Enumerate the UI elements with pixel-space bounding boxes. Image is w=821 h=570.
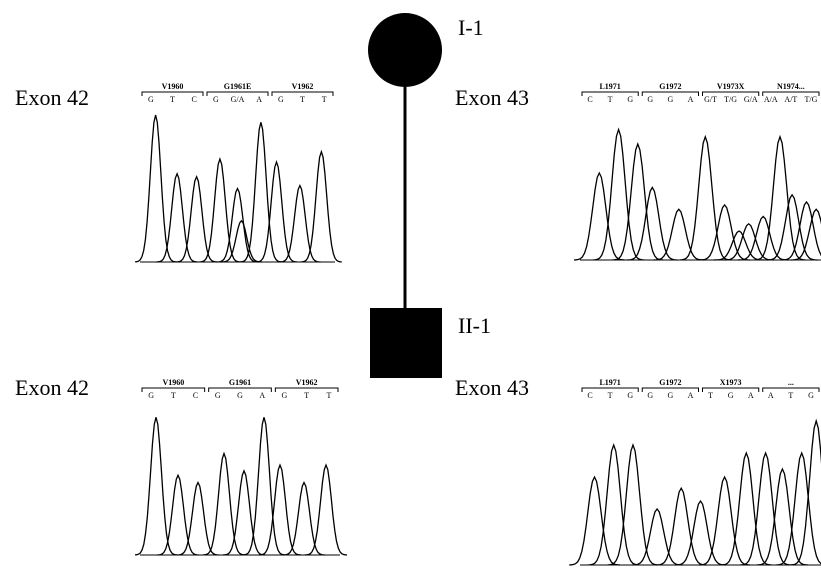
individual-label: II-1 (458, 313, 491, 338)
base-label: G (808, 391, 814, 400)
base-label: G (215, 391, 221, 400)
base-label: G (647, 391, 653, 400)
trace-peak (135, 417, 177, 555)
base-label: A (256, 95, 262, 104)
base-label: G (148, 391, 154, 400)
codon-label: ... (788, 378, 794, 387)
codon-label: L1971 (599, 82, 620, 91)
base-label: G (278, 95, 284, 104)
base-label: T (170, 95, 175, 104)
base-label: G (728, 391, 734, 400)
base-label: T (608, 391, 613, 400)
codon-label: G1972 (659, 82, 681, 91)
trace-peak (221, 221, 262, 262)
trace-peak (757, 469, 808, 565)
trace-peak (176, 177, 217, 262)
individual-label: I-1 (458, 15, 484, 40)
base-label: T (788, 391, 793, 400)
trace-peak (608, 445, 659, 565)
codon-label: G1961 (229, 378, 251, 387)
base-label: G (148, 95, 154, 104)
base-label: G (237, 391, 243, 400)
base-label: A (768, 391, 774, 400)
base-label: T (708, 391, 713, 400)
codon-label: G1972 (659, 378, 681, 387)
trace-peak (279, 186, 320, 262)
trace-peak (588, 445, 639, 565)
pedigree-female (368, 13, 442, 87)
exon-label: Exon 42 (15, 375, 89, 400)
exon-label: Exon 43 (455, 85, 529, 110)
exon-label: Exon 42 (15, 85, 89, 110)
base-label: G (627, 95, 633, 104)
base-label: C (191, 95, 196, 104)
trace-peak (656, 488, 707, 565)
base-label: A (688, 391, 694, 400)
base-label: G (213, 95, 219, 104)
base-label: T (300, 95, 305, 104)
base-label: A (259, 391, 265, 400)
base-label: A/T (784, 95, 797, 104)
base-label: G (667, 95, 673, 104)
trace-peak (738, 217, 789, 261)
base-label: A/A (764, 95, 778, 104)
trace-peak (223, 471, 265, 555)
codon-label: L1971 (599, 378, 620, 387)
base-label: G/A (231, 95, 245, 104)
base-label: C (193, 391, 198, 400)
pedigree-male (370, 308, 442, 378)
trace-peak (721, 453, 772, 565)
base-label: T (608, 95, 613, 104)
exon-label: Exon 43 (455, 375, 529, 400)
trace-peak (243, 417, 285, 555)
trace-peak (569, 477, 620, 565)
codon-label: V1962 (292, 82, 314, 91)
trace-peak (301, 152, 342, 262)
base-label: C (587, 391, 592, 400)
codon-label: V1962 (296, 378, 318, 387)
trace-peak (259, 465, 301, 555)
codon-label: V1973X (717, 82, 745, 91)
trace-peak (240, 122, 281, 262)
base-label: G/T (704, 95, 717, 104)
base-label: C (587, 95, 592, 104)
codon-label: V1960 (162, 378, 184, 387)
trace-peak (699, 205, 750, 260)
codon-label: G1961E (224, 82, 252, 91)
base-label: T (322, 95, 327, 104)
trace-peak (135, 115, 176, 262)
base-label: G (282, 391, 288, 400)
trace-peak (613, 144, 664, 260)
codon-label: V1960 (162, 82, 184, 91)
base-label: G/A (744, 95, 758, 104)
base-label: T (326, 391, 331, 400)
trace-peak (699, 477, 750, 565)
figure: I-1 II-1 Exon 42 G T C G G/A A G T T V1960 G1961E V1… (0, 0, 821, 570)
trace-peak (305, 465, 347, 555)
trace-peak (157, 174, 198, 262)
base-label: T (171, 391, 176, 400)
codon-label: N1974... (777, 82, 805, 91)
base-label: G (647, 95, 653, 104)
codon-label: X1973 (720, 378, 742, 387)
trace-peak (654, 209, 705, 260)
base-label: A (688, 95, 694, 104)
trace-peak (755, 137, 806, 260)
base-label: T (304, 391, 309, 400)
trace-peak (574, 173, 625, 260)
base-label: G (667, 391, 673, 400)
base-label: T/G (724, 95, 737, 104)
base-label: G (627, 391, 633, 400)
base-label: A (748, 391, 754, 400)
base-label: T/G (805, 95, 818, 104)
